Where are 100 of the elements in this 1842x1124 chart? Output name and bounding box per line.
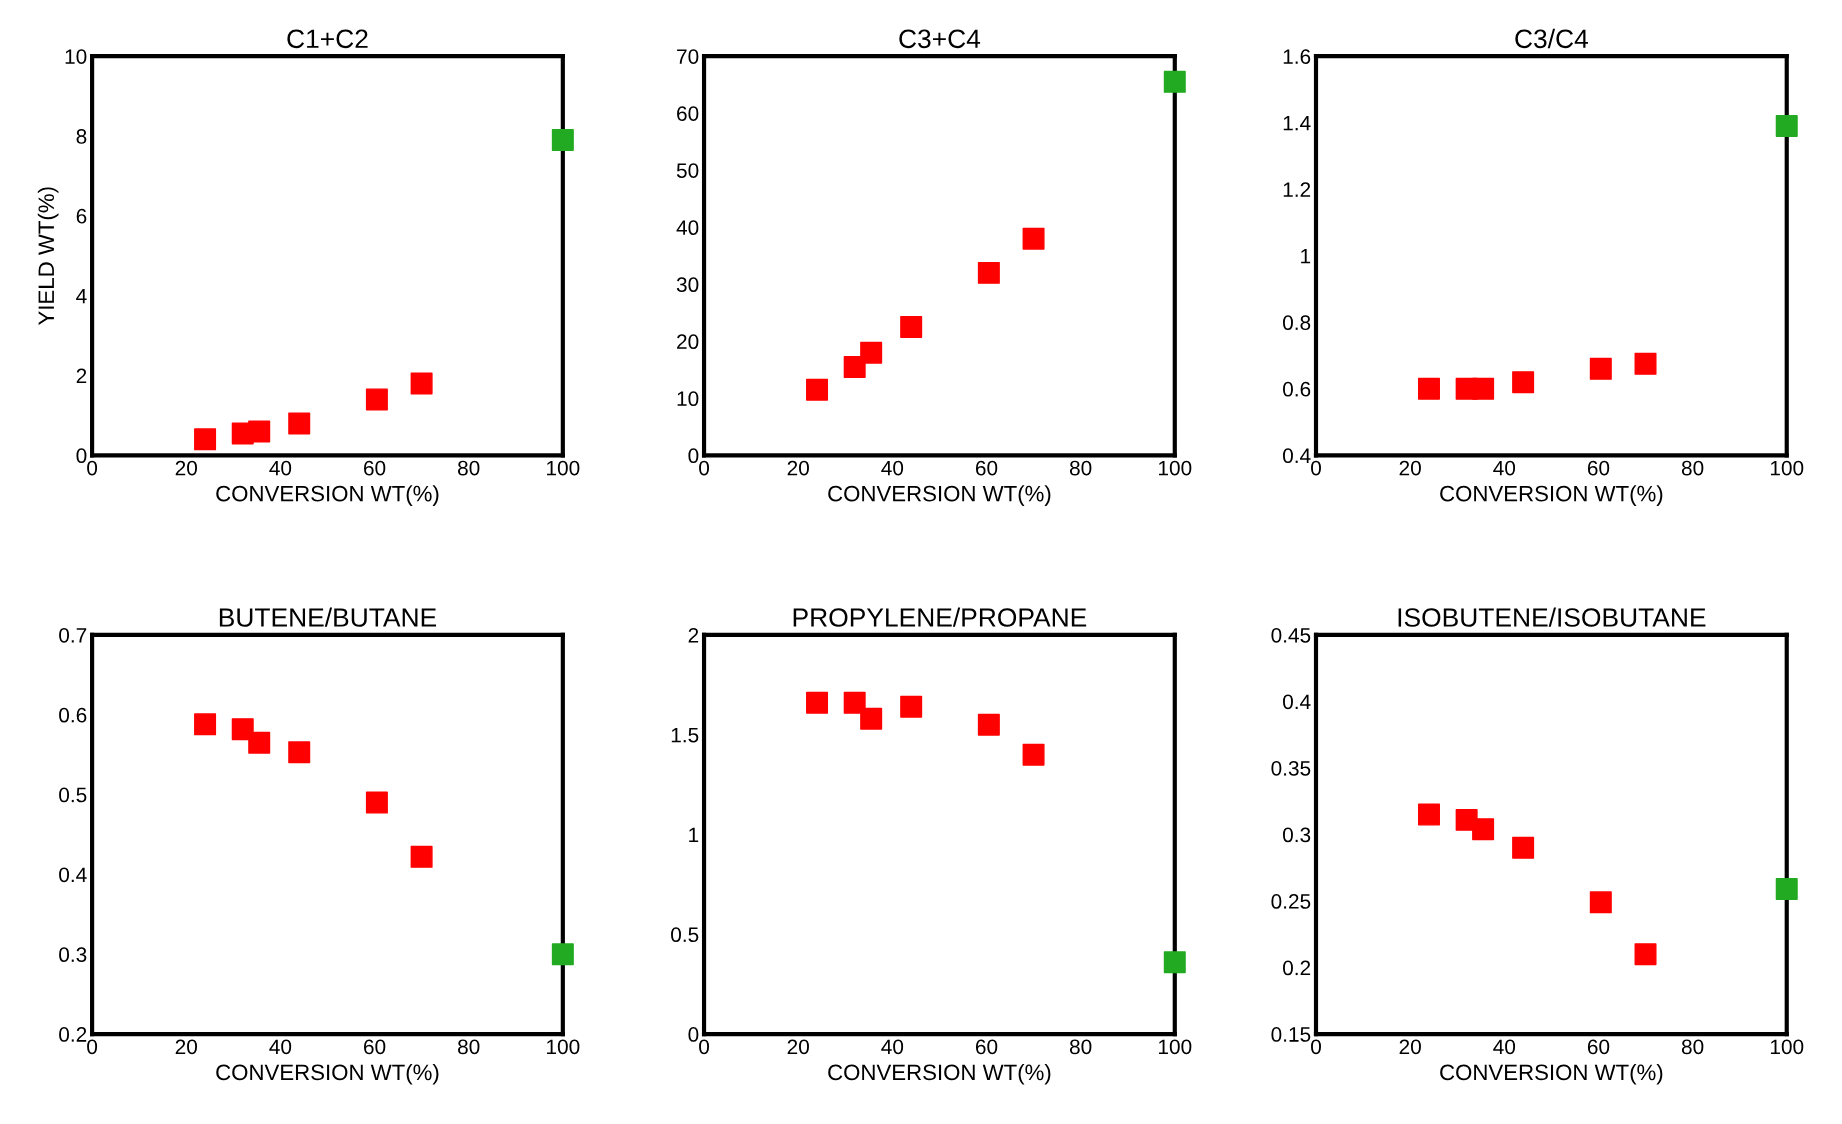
point	[900, 316, 923, 339]
point	[1163, 70, 1186, 93]
point	[551, 943, 574, 966]
x-tick-label: 0	[87, 460, 98, 476]
y-tick-label: 0	[688, 1027, 699, 1042]
point	[1589, 357, 1612, 380]
x-tick-label: 40	[1493, 460, 1516, 476]
point	[843, 691, 866, 714]
y-tick-label: 4	[76, 288, 87, 304]
x-tick-label: 80	[1069, 460, 1092, 476]
x-axis-title: CONVERSION WT(%)	[1440, 485, 1663, 506]
chart-title: C3/C4	[1515, 28, 1588, 49]
point	[900, 695, 923, 718]
y-tick-label: 0.25	[1271, 894, 1311, 909]
x-tick-label: 60	[1587, 1039, 1610, 1055]
point	[806, 378, 829, 401]
x-axis-title: CONVERSION WT(%)	[1440, 1063, 1663, 1085]
point	[1472, 818, 1495, 841]
y-tick-label: 0.3	[59, 947, 87, 963]
x-tick-label: 80	[1681, 1039, 1704, 1055]
x-axis-title: CONVERSION WT(%)	[828, 1063, 1051, 1085]
y-tick-label: 0	[76, 448, 87, 464]
x-tick-label: 60	[1587, 460, 1610, 476]
x-tick-label: 40	[269, 460, 292, 476]
y-tick-label: 50	[676, 163, 699, 178]
x-tick-label: 40	[881, 460, 904, 476]
x-tick-label: 20	[175, 1039, 198, 1055]
y-tick-label: 30	[676, 277, 699, 293]
x-axis-title: CONVERSION WT(%)	[828, 485, 1051, 506]
point	[248, 420, 271, 443]
x-axis-title: CONVERSION WT(%)	[216, 1063, 439, 1085]
chart-title: C1+C2	[287, 29, 368, 49]
x-tick-label: 0	[1311, 1039, 1321, 1055]
y-tick-label: 0.6	[59, 707, 87, 723]
point	[288, 741, 311, 764]
x-tick-label: 100	[1770, 1039, 1804, 1055]
x-tick-label: 0	[699, 460, 710, 476]
y-tick-label: 1	[1301, 248, 1311, 264]
point	[248, 731, 271, 754]
x-tick-label: 60	[364, 460, 386, 476]
point	[1417, 803, 1440, 826]
x-tick-label: 20	[175, 460, 198, 476]
y-axis-title: YIELD WT(%)	[37, 187, 59, 326]
y-tick-label: 0.4	[59, 867, 87, 883]
x-tick-label: 20	[787, 460, 809, 476]
point	[806, 691, 829, 714]
x-tick-label: 40	[269, 1039, 292, 1055]
y-tick-label: 0.5	[671, 927, 699, 943]
chart-title: ISOBUTENE/ISOBUTANE	[1398, 607, 1706, 627]
y-tick-label: 6	[76, 208, 87, 224]
y-tick-label: 0	[688, 448, 699, 464]
point	[1022, 743, 1045, 766]
point	[1512, 836, 1535, 859]
x-tick-label: 20	[787, 1039, 809, 1055]
y-tick-label: 10	[677, 391, 699, 407]
y-tick-label: 0.2	[59, 1027, 87, 1042]
point	[1634, 352, 1657, 375]
point	[410, 372, 433, 395]
point	[1775, 878, 1798, 901]
x-tick-label: 80	[458, 460, 480, 476]
point	[231, 718, 254, 741]
point	[551, 129, 574, 152]
x-tick-label: 0	[1311, 460, 1321, 476]
y-tick-label: 1.2	[1283, 182, 1311, 197]
point	[1417, 377, 1440, 400]
x-tick-label: 100	[547, 460, 580, 476]
chart-title: C3+C4	[899, 29, 981, 49]
y-tick-label: 2	[688, 627, 699, 643]
y-tick-label: 8	[76, 129, 87, 144]
y-tick-label: 0.45	[1271, 627, 1311, 643]
x-tick-label: 0	[87, 1039, 98, 1055]
y-tick-label: 60	[677, 106, 699, 121]
y-tick-label: 0.4	[1283, 448, 1311, 464]
y-tick-label: 20	[677, 334, 699, 350]
x-tick-label: 60	[975, 1039, 998, 1055]
y-tick-label: 0.8	[1283, 315, 1311, 331]
y-tick-label: 0.5	[59, 787, 87, 803]
x-tick-label: 80	[458, 1039, 480, 1055]
x-tick-label: 20	[1399, 460, 1421, 476]
y-tick-label: 0.3	[1283, 827, 1311, 843]
x-tick-label: 100	[1159, 460, 1192, 476]
y-tick-label: 40	[676, 220, 699, 236]
x-tick-label: 60	[975, 460, 998, 476]
y-tick-label: 0.2	[1283, 960, 1311, 976]
x-axis-title: CONVERSION WT(%)	[216, 485, 439, 506]
point	[1163, 951, 1186, 974]
y-tick-label: 0.35	[1271, 760, 1311, 776]
point	[977, 261, 1000, 284]
point	[194, 713, 217, 736]
point	[1022, 227, 1045, 250]
point	[288, 412, 311, 435]
point	[1512, 371, 1535, 394]
x-tick-label: 80	[1681, 460, 1704, 476]
point	[1634, 943, 1657, 966]
point	[843, 355, 866, 378]
x-tick-label: 80	[1069, 1039, 1092, 1055]
chart-title: BUTENE/BUTANE	[219, 607, 437, 627]
point	[365, 791, 388, 814]
y-tick-label: 1.5	[671, 727, 699, 743]
y-tick-label: 1	[689, 827, 699, 843]
